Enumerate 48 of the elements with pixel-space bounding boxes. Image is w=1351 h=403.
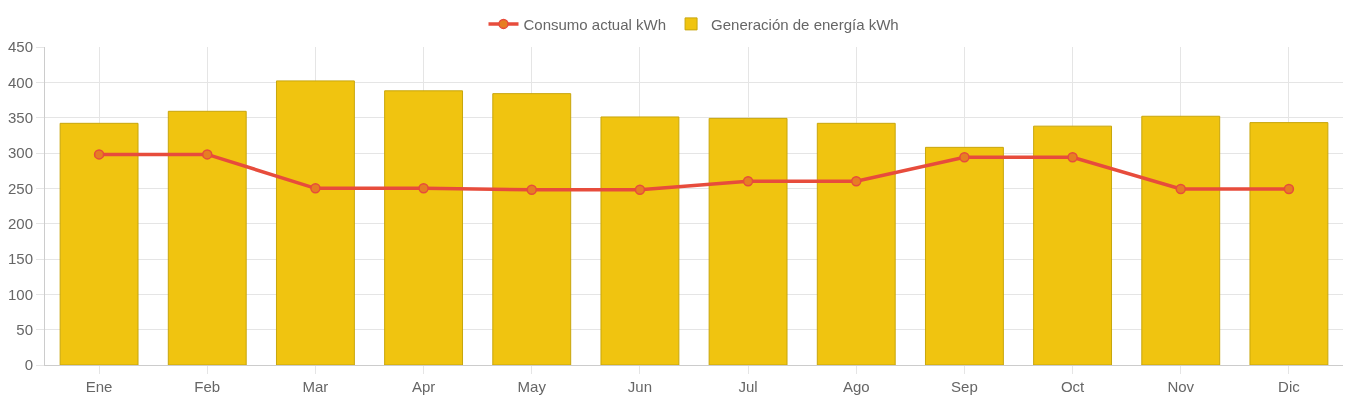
x-tick-label: Oct <box>1060 378 1086 395</box>
bar <box>275 80 355 365</box>
y-tick-label: 100 <box>7 285 33 303</box>
y-tick-label: 450 <box>7 38 33 56</box>
bar <box>1033 125 1113 365</box>
x-tick-label: Nov <box>1167 378 1195 395</box>
bar <box>816 122 896 365</box>
x-tick-label: May <box>517 378 547 395</box>
y-tick-label: 250 <box>7 179 33 197</box>
bar <box>600 116 680 365</box>
x-tick-label: Jul <box>738 378 758 395</box>
point <box>1283 183 1295 195</box>
x-tick-label: Mar <box>302 378 329 395</box>
point <box>310 183 321 194</box>
bar <box>1249 122 1329 365</box>
x-tick-label: Dic <box>1278 378 1301 395</box>
x-tick-label: Sep <box>951 378 978 395</box>
y-tick-label: 200 <box>7 214 33 232</box>
y-tick-label: 0 <box>24 356 33 374</box>
point <box>1175 183 1186 195</box>
x-tick-label: Feb <box>194 378 221 395</box>
point <box>742 176 754 187</box>
bar <box>384 90 464 365</box>
legend-label: Generación de energía kWh <box>711 15 899 33</box>
x-tick-label: Ago <box>842 378 870 395</box>
point <box>202 149 213 160</box>
y-tick-label: 150 <box>7 250 33 268</box>
bar <box>708 117 788 365</box>
y-tick-label: 50 <box>16 320 33 338</box>
bar <box>59 122 139 365</box>
y-tick-label: 300 <box>7 144 33 162</box>
bar <box>492 93 572 365</box>
bar <box>167 110 247 365</box>
point <box>851 176 862 187</box>
bar <box>1141 115 1221 365</box>
bar <box>924 146 1004 365</box>
x-tick-label: Apr <box>411 378 436 395</box>
point <box>1067 151 1078 163</box>
point <box>418 183 429 194</box>
point <box>634 184 646 195</box>
y-tick-label: 400 <box>7 73 33 91</box>
point <box>959 151 970 163</box>
legend-label: Consumo actual kWh <box>523 15 667 33</box>
y-tick-label: 350 <box>7 108 33 126</box>
point <box>93 149 105 160</box>
point <box>526 184 537 195</box>
x-tick-label: Jun <box>627 378 653 395</box>
x-tick-label: Ene <box>85 378 113 395</box>
